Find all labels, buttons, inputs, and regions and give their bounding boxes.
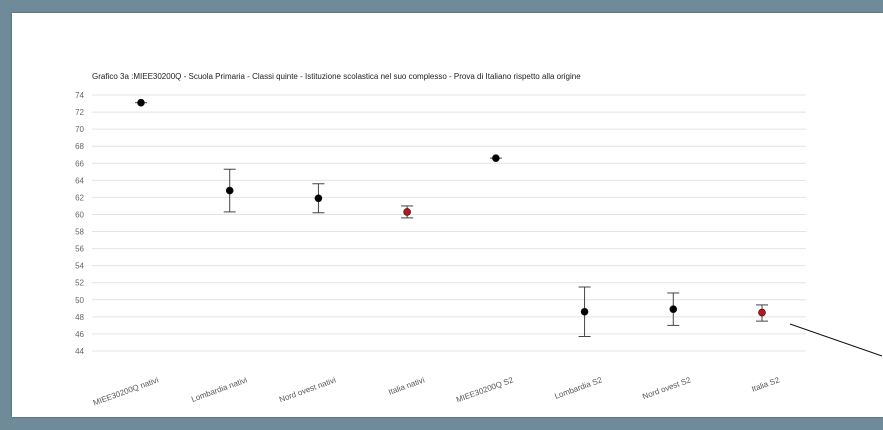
mark-layer [135, 98, 768, 337]
y-tick-label: 50 [75, 296, 84, 305]
y-tick-label: 54 [75, 262, 84, 271]
data-point [225, 186, 234, 195]
x-tick-label: Nord ovest nativi [278, 375, 337, 404]
chart-title: Grafico 3a :MIEE30200Q - Scuola Primaria… [92, 72, 581, 81]
y-tick-label: 48 [75, 313, 84, 322]
data-point [580, 307, 589, 316]
x-tick-label: MIEE30200Q S2 [455, 375, 515, 404]
x-tick-label: Lombardia S2 [553, 375, 603, 401]
y-tick-label: 46 [75, 330, 84, 339]
y-tick-label: 60 [75, 210, 84, 219]
y-tick-label: 52 [75, 279, 84, 288]
y-tick-label: 72 [75, 108, 84, 117]
y-tick-label: 66 [75, 159, 84, 168]
y-tick-label: 58 [75, 228, 84, 237]
y-tick-label: 56 [75, 245, 84, 254]
y-tick-label: 70 [75, 125, 84, 134]
data-point [669, 305, 678, 313]
y-tick-label: 68 [75, 142, 84, 151]
x-tick-label: MIEE30200Q nativi [92, 375, 160, 407]
y-tick-label: 64 [75, 176, 84, 185]
data-point [403, 208, 411, 216]
x-tick-label: Nord ovest S2 [641, 375, 692, 401]
x-tick-label: Italia S2 [750, 375, 781, 394]
x-tick-label: Lombardia nativi [190, 375, 248, 404]
data-point [314, 194, 323, 203]
y-tick-label: 74 [75, 91, 84, 100]
data-point [137, 98, 145, 107]
grid-layer [92, 94, 806, 352]
data-point [758, 308, 766, 317]
annotation-arrow-line [789, 323, 883, 357]
tick-layer: 44 46 48 50 52 54 56 58 60 62 64 66 68 70 72 74 MIEE3020… [75, 91, 781, 407]
y-tick-label: 44 [75, 347, 84, 356]
y-tick-label: 62 [75, 193, 84, 202]
data-point [492, 154, 500, 162]
x-tick-label: Italia nativi [387, 375, 426, 396]
chart-page [12, 13, 883, 417]
